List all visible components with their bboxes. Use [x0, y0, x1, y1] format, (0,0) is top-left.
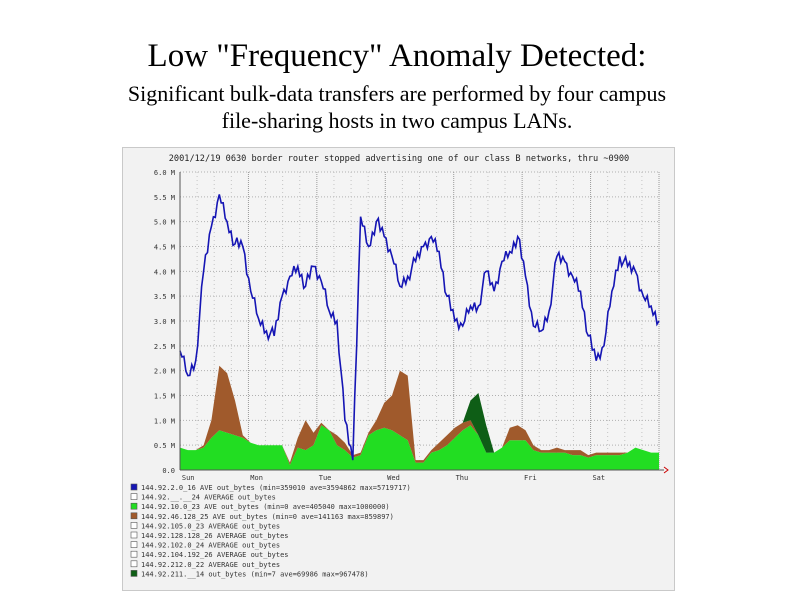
series-area-host-brown — [180, 365, 659, 465]
axis-layer: 0.0 0.5 M 1.0 M 1.5 M 2.0 M 2.5 M 3.0 M 3.5 M 4.… — [154, 169, 669, 482]
x-tick-label: Thu — [456, 474, 469, 482]
legend-swatch — [130, 522, 138, 529]
y-tick-label: 0.5 M — [154, 442, 175, 450]
legend-label: 144.92.105.0_23 AVERAGE out_bytes — [141, 522, 280, 530]
grid-layer — [179, 171, 660, 471]
traffic-chart-svg: 2001/12/19 0630 border router stopped ad… — [130, 154, 669, 578]
legend-label: 144.92.102.0_24 AVERAGE out_bytes — [141, 542, 280, 550]
y-tick-label: 2.0 M — [154, 368, 175, 376]
chart-title: 2001/12/19 0630 border router stopped ad… — [169, 154, 629, 164]
legend-label: 144.92.__.__24 AVERAGE out_bytes — [141, 494, 276, 502]
slide-title: Low "Frequency" Anomaly Detected: — [147, 38, 647, 74]
series-line-total — [179, 194, 660, 461]
y-tick-label: 5.5 M — [154, 194, 175, 202]
legend-swatch — [130, 493, 138, 500]
legend-label: 144.92.10.0_23 AVE out_bytes (min=0 ave=… — [141, 503, 390, 511]
x-tick-label: Wed — [387, 474, 400, 482]
subtitle-line-1: Significant bulk-data transfers are perf… — [127, 81, 667, 106]
y-tick-label: 5.0 M — [154, 219, 175, 227]
legend-label: 144.92.128.128_26 AVERAGE out_bytes — [141, 532, 289, 540]
legend-layer: 144.92.2.0_16 AVE out_bytes (min=359010 … — [130, 483, 411, 578]
y-tick-label: 0.0 — [162, 467, 175, 475]
traffic-chart: 2001/12/19 0630 border router stopped ad… — [122, 147, 675, 591]
y-tick-label: 1.5 M — [154, 393, 175, 401]
legend-swatch — [130, 560, 138, 568]
area-layer — [179, 194, 660, 470]
y-tick-label: 1.0 M — [154, 417, 175, 425]
legend-swatch — [130, 483, 138, 491]
subtitle-line-2: file-sharing hosts in two campus LANs. — [221, 108, 573, 133]
series-area-host-green — [180, 425, 659, 470]
x-tick-label: Sun — [182, 474, 195, 482]
y-tick-label: 3.0 M — [154, 318, 175, 326]
y-tick-label: 6.0 M — [154, 169, 175, 177]
x-tick-label: Fri — [524, 474, 537, 482]
legend-swatch — [130, 541, 138, 548]
legend-swatch — [130, 502, 138, 510]
y-tick-label: 4.5 M — [154, 244, 175, 252]
x-tick-label: Tue — [319, 474, 332, 482]
legend-label: 144.92.104.192_26 AVERAGE out_bytes — [141, 551, 289, 559]
slide-subtitle: Significant bulk-data transfers are perf… — [60, 80, 734, 134]
legend-label: 144.92.46.128_25 AVE out_bytes (min=0 av… — [141, 513, 394, 521]
x-tick-label: Mon — [250, 474, 263, 482]
y-tick-label: 3.5 M — [154, 293, 175, 301]
legend-swatch — [130, 550, 138, 558]
legend-label: 144.92.2.0_16 AVE out_bytes (min=359010 … — [141, 484, 411, 492]
y-tick-label: 4.0 M — [154, 268, 175, 276]
legend-label: 144.92.212.0_22 AVERAGE out_bytes — [141, 561, 280, 569]
legend-swatch — [130, 531, 138, 539]
x-tick-label: Sat — [592, 474, 605, 482]
legend-label: 144.92.211.__14 out_bytes (min=7 ave=699… — [141, 570, 369, 578]
y-tick-label: 2.5 M — [154, 343, 175, 351]
legend-swatch — [130, 512, 138, 520]
x-axis-arrow — [663, 466, 669, 474]
legend-swatch — [130, 570, 138, 577]
